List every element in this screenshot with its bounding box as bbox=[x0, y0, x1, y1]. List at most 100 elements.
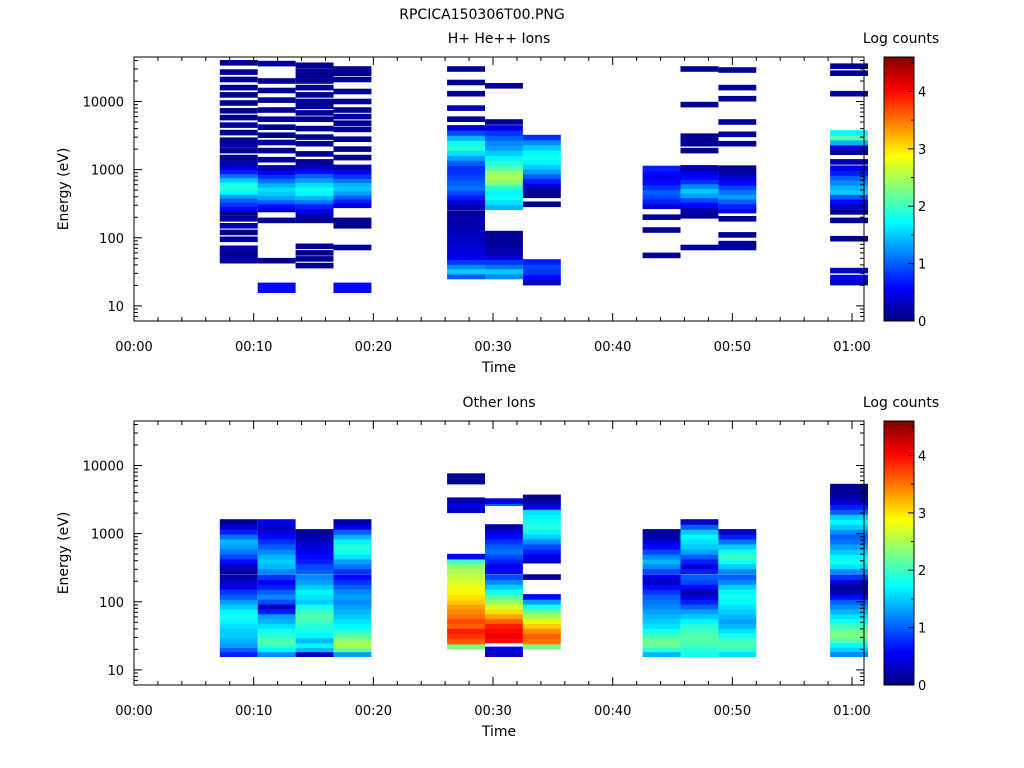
heatmap-cell bbox=[485, 538, 523, 545]
heatmap-cell bbox=[333, 529, 372, 535]
heatmap-cell bbox=[718, 538, 757, 545]
heatmap-cell bbox=[522, 279, 561, 286]
heatmap-cell bbox=[447, 553, 485, 560]
heatmap-cell bbox=[830, 180, 868, 186]
heatmap-cell bbox=[522, 533, 561, 540]
heatmap-column bbox=[333, 519, 372, 657]
heatmap-cell bbox=[485, 230, 523, 237]
heatmap-cell bbox=[257, 139, 296, 146]
heatmap-cell bbox=[485, 194, 523, 201]
heatmap-cell bbox=[219, 651, 258, 657]
colorbar-tick-label: 4 bbox=[918, 85, 926, 100]
heatmap-cell bbox=[830, 613, 868, 620]
heatmap-cell bbox=[295, 72, 334, 79]
heatmap-cell bbox=[642, 553, 681, 560]
heatmap-cell bbox=[447, 160, 485, 166]
heatmap-cell bbox=[830, 646, 868, 653]
heatmap-cell bbox=[718, 198, 757, 205]
heatmap-cell bbox=[642, 584, 681, 590]
heatmap-cell bbox=[680, 563, 719, 570]
heatmap-cell bbox=[485, 155, 523, 161]
heatmap-column bbox=[830, 63, 868, 286]
heatmap-cell bbox=[718, 642, 757, 648]
heatmap-cell bbox=[485, 544, 523, 550]
heatmap-cell bbox=[642, 170, 681, 176]
heatmap-cell bbox=[485, 584, 523, 590]
heatmap-cell bbox=[447, 633, 485, 640]
heatmap-cell bbox=[830, 267, 868, 274]
heatmap-cell bbox=[830, 63, 868, 69]
heatmap-cell bbox=[257, 594, 296, 600]
heatmap-cell bbox=[219, 250, 258, 256]
heatmap-cell bbox=[830, 174, 868, 181]
heatmap-cell bbox=[642, 198, 681, 205]
heatmap-cell bbox=[295, 627, 334, 634]
heatmap-cell bbox=[642, 599, 681, 605]
heatmap-cell bbox=[680, 533, 719, 540]
heatmap-cell bbox=[830, 538, 868, 545]
heatmap-cell bbox=[333, 181, 372, 188]
heatmap-cell bbox=[718, 170, 757, 177]
heatmap-cell bbox=[447, 568, 485, 575]
x-tick-label: 00:10 bbox=[235, 704, 272, 719]
heatmap-cell bbox=[830, 134, 868, 141]
heatmap-cell bbox=[447, 497, 485, 503]
heatmap-cell bbox=[257, 574, 296, 580]
heatmap-cell bbox=[447, 180, 485, 186]
x-tick-label: 00:50 bbox=[714, 340, 751, 355]
heatmap-cell bbox=[447, 608, 485, 615]
heatmap-cell bbox=[485, 268, 523, 275]
heatmap-cell bbox=[219, 197, 258, 203]
heatmap-cell bbox=[718, 651, 757, 657]
heatmap-cell bbox=[447, 638, 485, 645]
heatmap-cell bbox=[447, 210, 485, 216]
heatmap-cell bbox=[522, 264, 561, 270]
heatmap-cell bbox=[333, 120, 372, 126]
heatmap-cell bbox=[642, 184, 681, 191]
heatmap-cell bbox=[219, 533, 258, 540]
heatmap-cell bbox=[522, 519, 561, 525]
heatmap-cell bbox=[447, 215, 485, 221]
heatmap-cell bbox=[642, 589, 681, 595]
heatmap-cell bbox=[219, 538, 258, 545]
heatmap-cell bbox=[257, 156, 296, 163]
heatmap-cell bbox=[680, 183, 719, 190]
heatmap-cell bbox=[522, 603, 561, 610]
heatmap-cell bbox=[333, 589, 372, 595]
x-tick-label: 00:40 bbox=[594, 340, 631, 355]
heatmap-cell bbox=[642, 568, 681, 575]
heatmap-cell bbox=[718, 584, 757, 590]
colorbar-tick-label: 4 bbox=[918, 449, 926, 464]
heatmap-cell bbox=[333, 579, 372, 585]
heatmap-cell bbox=[257, 538, 296, 545]
heatmap-cell bbox=[718, 574, 757, 580]
colorbar-tick-label: 2 bbox=[918, 564, 926, 579]
heatmap-cell bbox=[485, 613, 523, 620]
heatmap-cell bbox=[642, 529, 681, 535]
heatmap-cell bbox=[257, 97, 296, 103]
heatmap-cell bbox=[830, 579, 868, 585]
heatmap-cell bbox=[333, 618, 372, 624]
colorbar-tick-label: 2 bbox=[918, 200, 926, 215]
heatmap-cell bbox=[219, 529, 258, 535]
heatmap-cell bbox=[718, 618, 757, 624]
heatmap-cell bbox=[522, 574, 561, 580]
heatmap-cell bbox=[718, 558, 757, 565]
heatmap-cell bbox=[680, 627, 719, 634]
heatmap-cell bbox=[219, 210, 258, 216]
heatmap-cell bbox=[447, 150, 485, 156]
heatmap-cell bbox=[447, 623, 485, 629]
heatmap-cell bbox=[680, 646, 719, 653]
heatmap-cell bbox=[295, 613, 334, 620]
heatmap-cell bbox=[447, 589, 485, 595]
heatmap-cell bbox=[447, 473, 485, 479]
heatmap-cell bbox=[219, 185, 258, 191]
heatmap-cell bbox=[485, 150, 523, 156]
heatmap-cell bbox=[680, 207, 719, 214]
heatmap-cell bbox=[219, 236, 258, 243]
heatmap-cell bbox=[219, 122, 258, 128]
heatmap-cell bbox=[830, 519, 868, 525]
heatmap-cell bbox=[257, 165, 296, 171]
heatmap-column bbox=[219, 60, 258, 264]
x-axis-label: Time bbox=[481, 724, 516, 740]
